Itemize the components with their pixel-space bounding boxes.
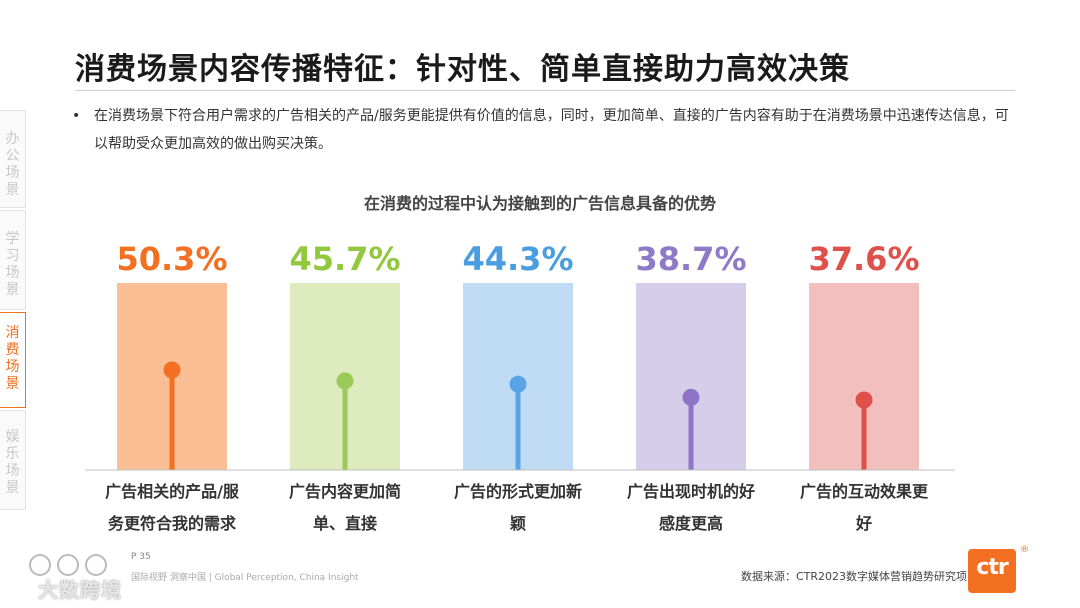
registered-mark: ® bbox=[1020, 545, 1029, 555]
ctr-logo: ctr bbox=[968, 549, 1016, 593]
value-label: 45.7% bbox=[289, 240, 400, 278]
category-label: 广告相关的产品/服 bbox=[105, 482, 240, 501]
category-label: 颖 bbox=[510, 514, 526, 533]
watermark-text: 大数跨境 bbox=[38, 578, 122, 602]
side-tab-office[interactable]: 办公场景 bbox=[0, 110, 26, 208]
side-tab-label: 消费场景 bbox=[5, 325, 20, 392]
side-tab-label: 办公场景 bbox=[5, 131, 20, 198]
title-divider bbox=[75, 90, 1015, 91]
side-tab-label: 学习场景 bbox=[5, 231, 20, 298]
value-label: 38.7% bbox=[635, 240, 746, 278]
bullet-text: 在消费场景下符合用户需求的广告相关的产品/服务更能提供有价值的信息，同时，更加简… bbox=[94, 108, 1009, 152]
page-title: 消费场景内容传播特征：针对性、简单直接助力高效决策 bbox=[75, 52, 850, 87]
category-label: 广告的形式更加新 bbox=[454, 482, 582, 501]
side-tab-label: 娱乐场景 bbox=[5, 429, 20, 496]
logo-text: ctr bbox=[976, 555, 1008, 580]
category-label: 感度更高 bbox=[659, 514, 723, 533]
category-label: 广告的互动效果更 bbox=[800, 482, 929, 501]
bullet-point: • 在消费场景下符合用户需求的广告相关的产品/服务更能提供有价值的信息，同时，更… bbox=[72, 102, 1012, 158]
bullet-marker: • bbox=[72, 108, 81, 124]
category-label: 广告出现时机的好 bbox=[627, 482, 755, 501]
category-label: 单、直接 bbox=[313, 514, 377, 533]
category-label: 好 bbox=[855, 514, 872, 533]
value-label: 44.3% bbox=[462, 240, 573, 278]
category-label: 务更符合我的需求 bbox=[108, 514, 237, 533]
category-label: 广告内容更加简 bbox=[289, 482, 401, 501]
value-label: 37.6% bbox=[808, 240, 919, 278]
lollipop-dot bbox=[509, 375, 527, 393]
side-tab-entertainment[interactable]: 娱乐场景 bbox=[0, 410, 26, 510]
lollipop-dot bbox=[682, 388, 700, 406]
lollipop-dot bbox=[336, 372, 354, 390]
side-tab-consumption[interactable]: 消费场景 bbox=[0, 312, 26, 408]
data-source: 数据来源：CTR2023数字媒体营销趋势研究项目 bbox=[740, 570, 978, 583]
value-label: 50.3% bbox=[116, 240, 227, 278]
page-number: P 35 bbox=[131, 552, 151, 562]
side-tab-study[interactable]: 学习场景 bbox=[0, 210, 26, 310]
watermark-circles-icon bbox=[29, 554, 107, 576]
chart-title: 在消费的过程中认为接触到的广告信息具备的优势 bbox=[363, 194, 716, 213]
scene-side-tabs: 办公场景 学习场景 消费场景 娱乐场景 bbox=[0, 110, 27, 512]
lollipop-dot bbox=[855, 391, 873, 409]
lollipop-dot bbox=[163, 361, 181, 379]
footer-tagline: 国际视野 洞察中国 | Global Perception, China Ins… bbox=[131, 573, 359, 583]
